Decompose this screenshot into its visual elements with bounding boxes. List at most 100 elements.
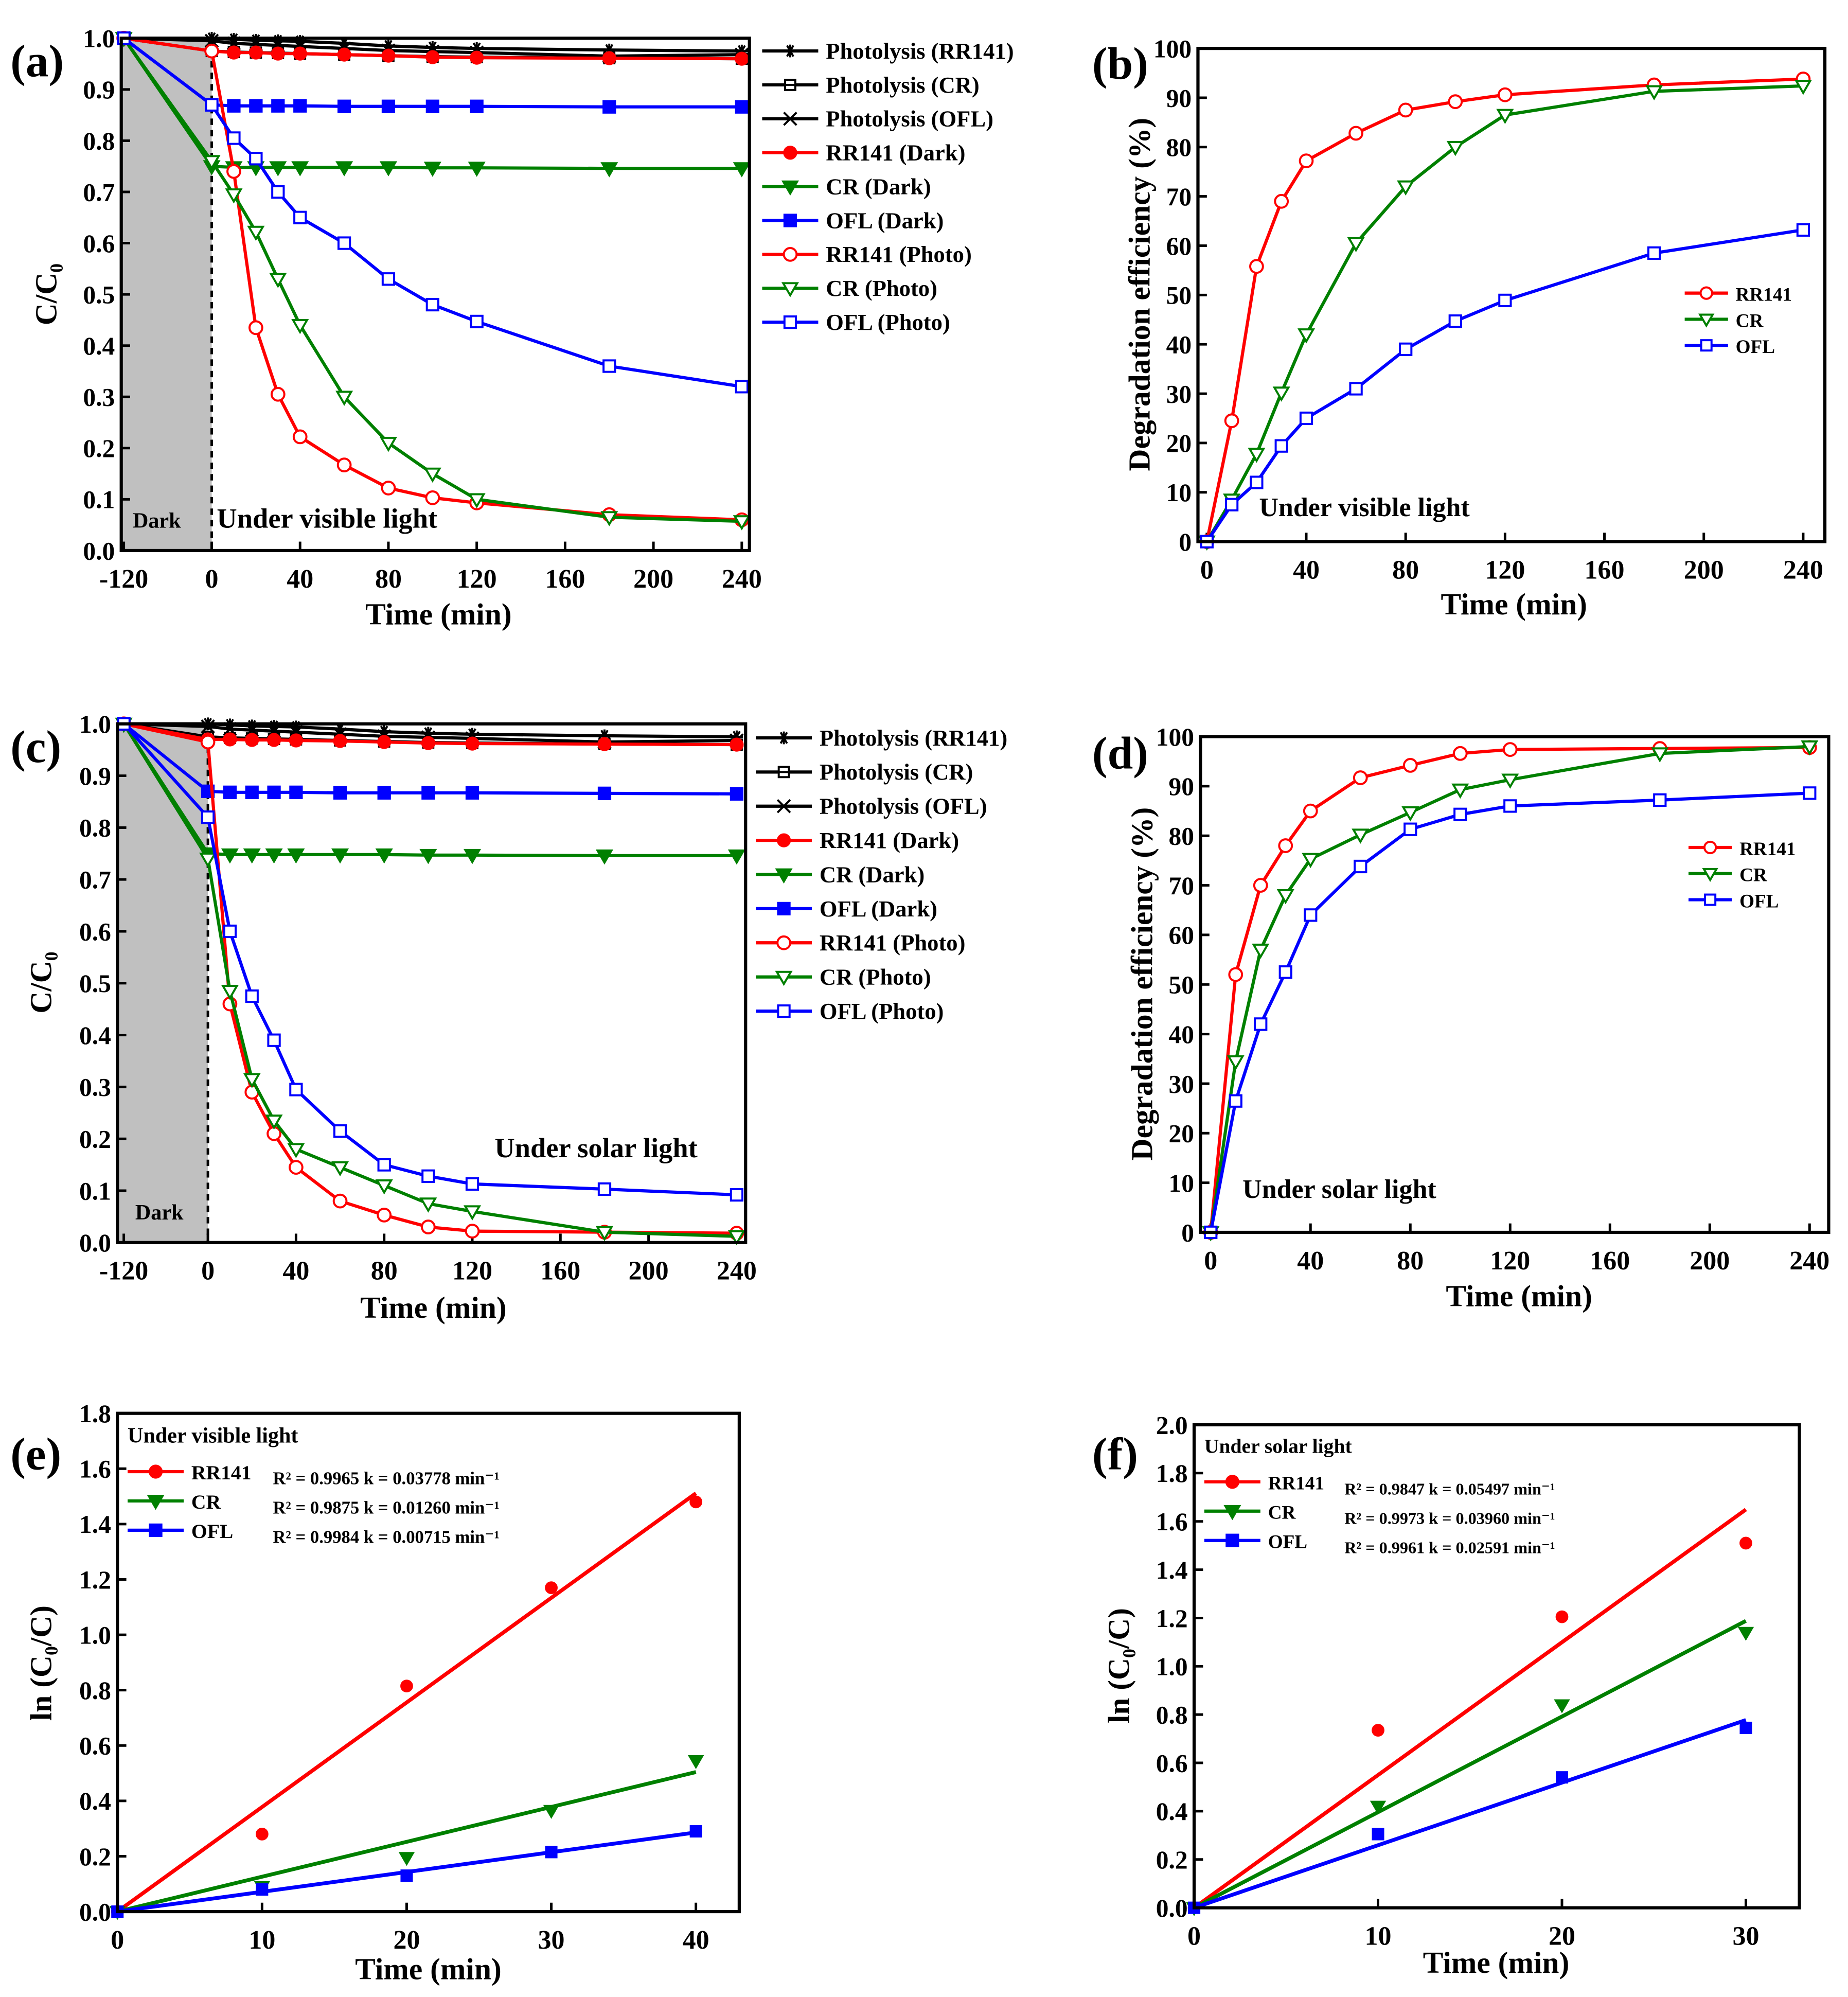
square-marker-shape <box>1403 822 1417 836</box>
x-tick-label: 0 <box>1204 1246 1217 1276</box>
legend-label: Photolysis (CR) <box>826 72 979 98</box>
square-marker-shape <box>289 785 303 799</box>
data-point-ofl-photo-marker <box>249 152 263 166</box>
square-marker-shape <box>227 131 241 145</box>
triangle-marker-shape <box>1554 1699 1570 1713</box>
data-point-ofl-marker <box>1803 786 1817 800</box>
data-point-cr-marker <box>1645 85 1663 101</box>
y-tick-label: 0.6 <box>83 229 115 258</box>
data-point-ofl-dark-marker <box>249 99 263 113</box>
legend-label: CR (Photo) <box>826 275 937 301</box>
x-axis-label: Time (min) <box>1441 587 1587 621</box>
data-point-cr-dark-marker <box>379 161 398 176</box>
square-marker-shape <box>597 786 612 800</box>
data-point-cr-marker <box>1276 889 1294 905</box>
data-point-cr-dark-marker <box>463 849 482 864</box>
legend-label: RR141 <box>191 1461 252 1484</box>
legend-marker <box>783 246 798 262</box>
data-point-rr141-dark-marker <box>421 736 435 750</box>
circle-marker-shape <box>400 1680 413 1692</box>
square-marker-shape <box>470 99 484 113</box>
y-tick-label: 1.6 <box>1156 1508 1188 1536</box>
circle-marker-shape <box>776 833 791 847</box>
data-point-ofl-marker <box>1453 807 1467 821</box>
data-point-cr-marker <box>1370 1800 1387 1815</box>
y-tick-label: 1.0 <box>1156 1653 1188 1681</box>
legend-label: Photolysis (RR141) <box>826 38 1014 64</box>
square-marker-shape <box>470 314 484 329</box>
data-point-ofl-marker <box>1349 382 1363 396</box>
circle-marker-shape <box>377 1207 392 1223</box>
triangle-marker-shape <box>600 162 618 178</box>
x-tick-label: 80 <box>1397 1246 1424 1276</box>
data-point-cr-photo-marker <box>265 1115 283 1130</box>
data-point-rr141-dark-marker <box>266 733 281 747</box>
data-point-cr-photo-marker <box>269 273 287 288</box>
legend: Photolysis (RR141) Photolysis (CR) Photoly… <box>756 725 1007 1024</box>
data-point-rr141-marker <box>689 1495 703 1509</box>
x-tick-label: 10 <box>248 1925 275 1955</box>
x-axis-label: Time (min) <box>355 1952 502 1986</box>
series-ofl <box>1204 786 1817 1240</box>
triangle-marker-shape <box>600 511 618 526</box>
data-point-ofl-dark-marker <box>227 99 241 113</box>
data-point-ofl-dark-marker <box>377 786 391 800</box>
line-ofl-photo <box>122 722 737 1197</box>
square-marker-shape <box>1555 1771 1569 1784</box>
legend-item-cr-dark: CR (Dark) <box>762 173 931 199</box>
triangle-marker-shape <box>1272 386 1290 402</box>
annotation-under-visible-light: Under visible light <box>217 502 437 534</box>
triangle-marker-shape <box>1801 740 1819 756</box>
data-point-ofl-marker <box>1403 822 1417 836</box>
y-tick-label: 0.6 <box>1156 1749 1188 1777</box>
y-tick-label: 90 <box>1166 84 1192 112</box>
square-marker-shape <box>333 1124 347 1138</box>
legend-label: RR141 (Photo) <box>820 930 966 956</box>
circle-marker-shape <box>1703 840 1717 855</box>
x-tick-label: 40 <box>1297 1246 1324 1276</box>
square-marker-shape <box>223 785 237 799</box>
legend-marker <box>783 315 797 329</box>
triangle-marker-shape <box>1252 943 1270 959</box>
data-point-rr141-dark-marker <box>289 733 304 748</box>
legend-item-rr141-photo: RR141 (Photo) <box>756 930 965 956</box>
y-tick-label: 0.2 <box>1156 1846 1188 1874</box>
y-tick-label: 0.4 <box>83 332 115 360</box>
y-tick-label: 80 <box>1169 822 1195 851</box>
square-marker-shape <box>256 1883 269 1896</box>
data-point-cr-dark-marker <box>468 162 486 177</box>
data-point-cr-photo-marker <box>463 1205 482 1221</box>
triangle-marker-shape <box>269 161 287 176</box>
y-tick-label: 1.2 <box>79 1566 111 1594</box>
data-point-cr-photo-marker <box>331 1161 349 1177</box>
data-point-cr-marker <box>1801 740 1819 756</box>
y-tick-label: 40 <box>1169 1020 1195 1049</box>
circle-marker-shape <box>1498 87 1513 102</box>
square-marker-shape <box>1399 342 1413 356</box>
triangle-marker-shape <box>1698 313 1715 328</box>
data-point-ofl-marker <box>1555 1771 1569 1784</box>
panel-f: 0 10 20 30 0.0 0.2 0.4 0.6 0.8 1.0 1.2 1.4 1.6 1.8 2.0… <box>1092 1411 1801 1980</box>
triangle-marker-shape <box>595 849 614 865</box>
data-point-ofl-marker <box>1229 1094 1242 1108</box>
y-tick-label: 10 <box>1169 1169 1195 1197</box>
circle-marker-shape <box>1372 1724 1384 1737</box>
panel-c: -120 0 40 80 120 160 200 240 0.0 0.1 0.2 0.3 0.4 0.5 0… <box>10 710 1007 1324</box>
data-point-rr141-marker <box>1398 102 1413 118</box>
data-point-ofl-dark-marker <box>293 99 307 113</box>
x-tick-label: 160 <box>540 1257 580 1286</box>
data-point-cr-dark-marker <box>269 161 287 176</box>
data-point-ofl-photo-marker <box>735 380 749 394</box>
triangle-marker-shape <box>1397 180 1415 196</box>
data-point-ofl-marker <box>545 1846 558 1859</box>
legend-item-cr: CR R² = 0.9973 k = 0.03960 min⁻¹ <box>1204 1503 1555 1528</box>
data-point-cr-marker <box>398 1852 415 1866</box>
square-marker-shape <box>1229 1094 1242 1108</box>
triangle-marker-shape <box>419 849 437 864</box>
y-tick-label: 0.9 <box>79 762 111 790</box>
square-marker-shape <box>381 99 396 113</box>
legend-marker <box>147 1495 165 1510</box>
data-point-ofl-photo-marker <box>421 1169 435 1183</box>
circle-marker-shape <box>266 733 281 747</box>
x-tick-label: 0 <box>1200 555 1214 585</box>
